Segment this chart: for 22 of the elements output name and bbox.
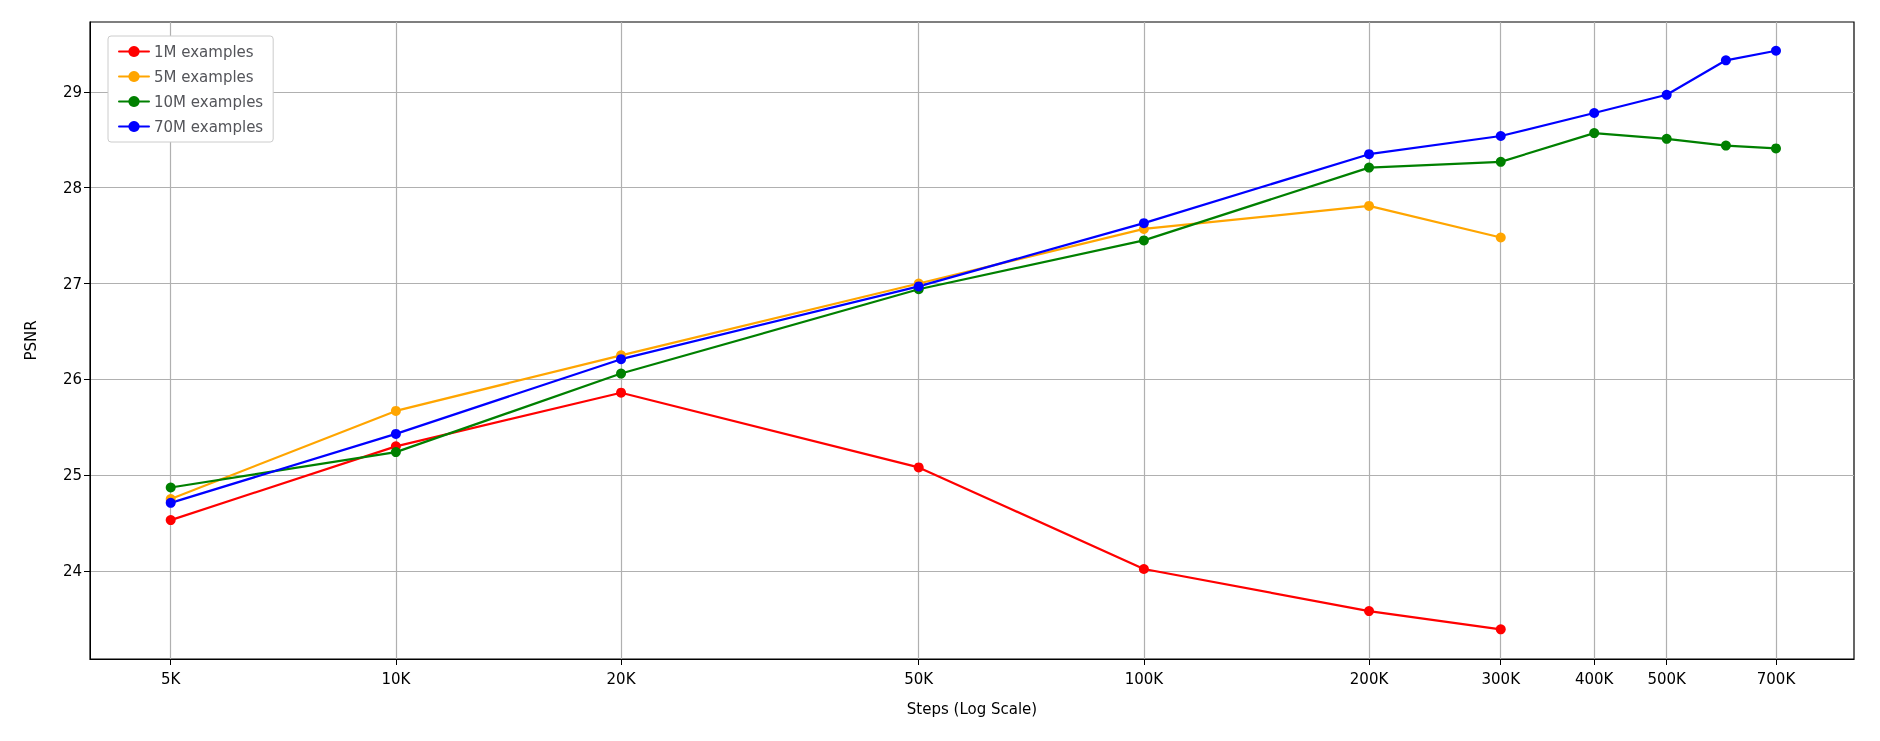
x-tick-label: 10K: [381, 669, 412, 688]
legend-label: 1M examples: [154, 42, 254, 61]
y-tick-label: 24: [62, 561, 82, 580]
x-axis-title: Steps (Log Scale): [906, 699, 1038, 718]
x-tick-label: 400K: [1574, 669, 1615, 688]
x-tick-label: 500K: [1647, 669, 1688, 688]
x-tick-label: 20K: [606, 669, 637, 688]
y-tick-label: 29: [62, 82, 82, 101]
y-tick-label: 28: [62, 178, 82, 197]
y-tick-label: 26: [62, 370, 82, 389]
x-tick-label: 700K: [1756, 669, 1797, 688]
y-axis-title: PSNR: [21, 320, 40, 361]
legend-label: 10M examples: [154, 92, 264, 111]
x-tick-label: 200K: [1349, 669, 1390, 688]
legend-label: 5M examples: [154, 67, 254, 86]
y-tick-label: 27: [62, 274, 82, 293]
legend-label: 70M examples: [154, 117, 264, 136]
x-tick-label: 50K: [904, 669, 935, 688]
y-tick-label: 25: [62, 466, 82, 485]
x-tick-label: 100K: [1124, 669, 1165, 688]
x-tick-label: 5K: [161, 669, 182, 688]
x-tick-label: 300K: [1481, 669, 1522, 688]
